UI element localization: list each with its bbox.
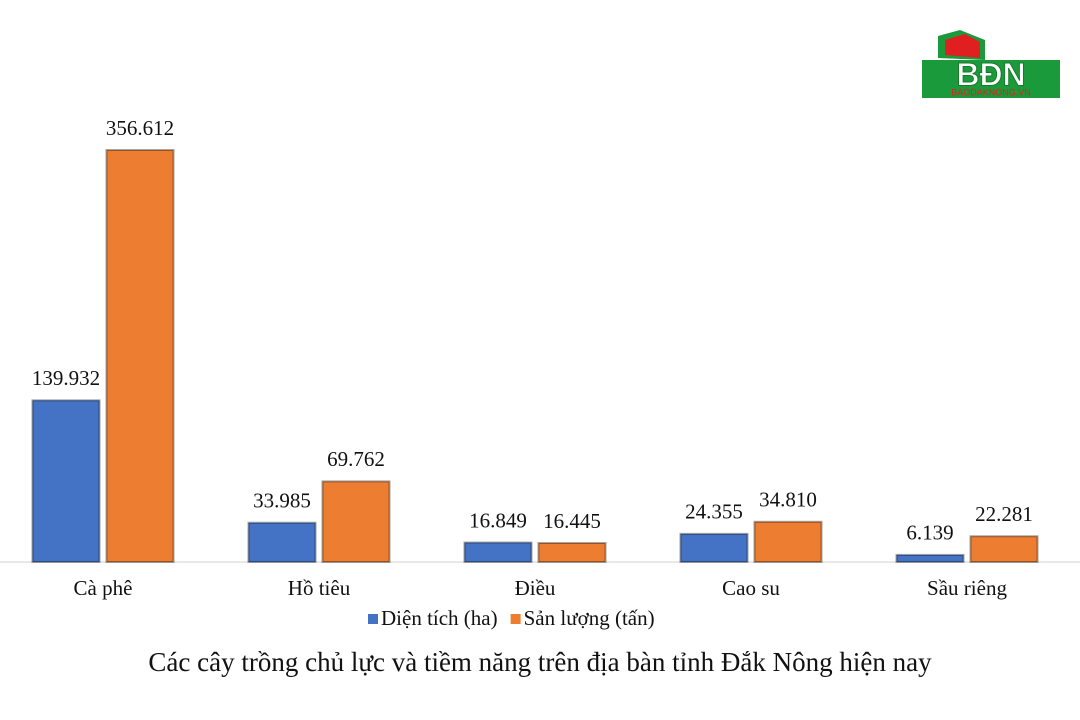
logo-flag-red <box>945 34 980 58</box>
value-label: 16.849 <box>469 508 527 532</box>
bar <box>895 553 965 564</box>
value-label: 16.445 <box>543 509 601 533</box>
x-tick-label: Cao su <box>722 576 780 600</box>
bar <box>321 480 391 564</box>
bar <box>31 399 101 563</box>
legend-label: Sản lượng (tấn) <box>524 606 655 630</box>
bar <box>247 521 317 564</box>
bar <box>753 520 823 563</box>
value-label: 139.932 <box>32 366 100 390</box>
x-tick-label: Cà phê <box>74 576 133 600</box>
value-label: 22.281 <box>975 502 1033 526</box>
logo: BĐN BAODAKNONG.VN <box>922 30 1060 98</box>
value-label: 33.985 <box>253 489 311 513</box>
value-label: 69.762 <box>327 447 385 471</box>
value-label: 356.612 <box>106 116 174 140</box>
legend-label: Diện tích (ha) <box>381 606 498 630</box>
bar <box>105 149 175 563</box>
bar <box>679 532 749 563</box>
logo-box <box>922 60 1060 98</box>
bar <box>463 541 533 563</box>
legend-swatch <box>368 614 378 624</box>
logo-url: BAODAKNONG.VN <box>951 87 1031 97</box>
value-label: 6.139 <box>906 521 953 545</box>
bar <box>969 535 1039 563</box>
value-label: 24.355 <box>685 500 743 524</box>
x-tick-label: Hồ tiêu <box>288 576 351 600</box>
x-tick-label: Điều <box>515 576 556 600</box>
x-tick-label: Sầu riêng <box>927 576 1007 600</box>
chart-title: Các cây trồng chủ lực và tiềm năng trên … <box>148 647 932 677</box>
legend-swatch <box>510 614 521 624</box>
bar <box>537 542 607 563</box>
logo-text: BĐN <box>956 56 1025 92</box>
value-label: 34.810 <box>759 488 817 512</box>
